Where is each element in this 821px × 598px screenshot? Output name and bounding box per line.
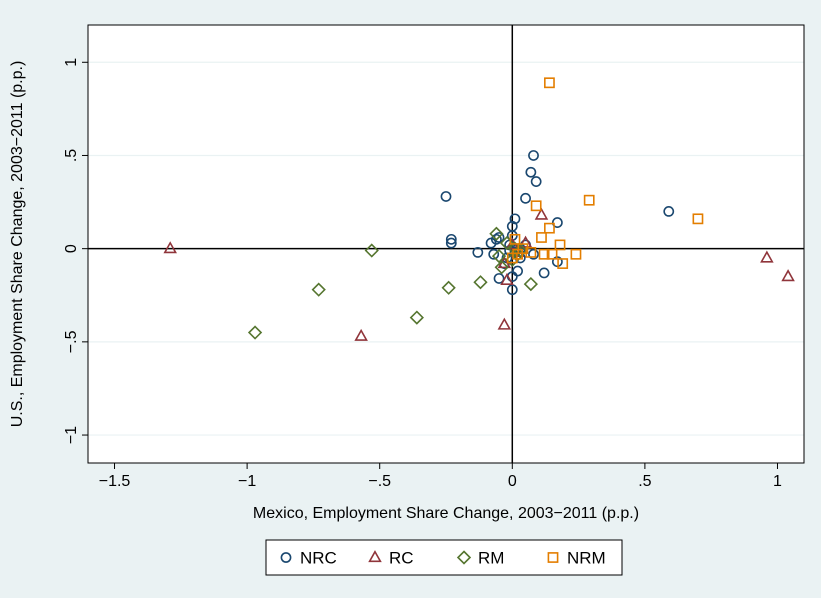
legend-label-nrm: NRM — [567, 549, 606, 568]
data-point-rm — [409, 310, 424, 325]
data-point-nrc — [440, 191, 452, 202]
data-point-rc — [497, 317, 512, 330]
x-axis-title: Mexico, Employment Share Change, 2003−20… — [253, 505, 639, 522]
data-point-rm — [247, 325, 263, 340]
data-point-nrc — [488, 248, 500, 260]
data-point-nrc — [506, 284, 518, 296]
data-point-rm — [364, 243, 379, 258]
data-point-nrc — [493, 273, 505, 284]
data-point-nrc — [528, 150, 539, 161]
data-point-nrm — [570, 248, 582, 260]
legend-marker-rc — [368, 550, 382, 563]
series-rm — [247, 226, 538, 340]
x-tick-label: −.5 — [368, 473, 391, 490]
data-point-nrm — [525, 246, 537, 258]
data-point-rc — [163, 241, 177, 254]
data-point-nrc — [538, 267, 550, 279]
x-tick-label: 1 — [773, 473, 782, 490]
data-point-rc — [534, 207, 549, 220]
plot-frame — [87, 24, 805, 464]
data-point-nrc — [663, 205, 675, 217]
data-point-nrc — [509, 213, 521, 225]
data-point-rc — [500, 272, 514, 285]
y-tick-label: −1 — [63, 426, 80, 444]
data-point-nrc — [445, 233, 457, 245]
x-tick-label: −1 — [238, 473, 256, 490]
legend: NRC RC RM NRM — [265, 539, 623, 576]
data-point-nrm — [554, 239, 566, 251]
data-point-nrm — [692, 213, 704, 225]
data-point-rm — [494, 260, 509, 275]
x-tick-label: 0 — [508, 473, 517, 490]
y-tick-label: .5 — [63, 149, 80, 162]
legend-marker-rm — [456, 550, 472, 565]
data-point-rc — [760, 250, 774, 263]
series-nrm — [506, 77, 704, 269]
y-tick-label: 0 — [63, 244, 80, 253]
data-point-rm — [513, 243, 528, 258]
data-point-nrm — [517, 243, 529, 255]
legend-label-nrc: NRC — [300, 549, 337, 568]
data-point-rm — [489, 226, 504, 241]
data-point-rm — [473, 275, 488, 290]
data-point-rm — [491, 248, 507, 264]
y-tick-label: −.5 — [63, 330, 80, 353]
data-point-rc — [518, 235, 533, 248]
data-point-nrm — [544, 77, 555, 89]
x-tick-label: .5 — [638, 473, 651, 490]
data-point-rm — [441, 280, 456, 295]
data-point-nrm — [557, 258, 569, 269]
data-point-rm — [311, 282, 326, 297]
data-point-nrm — [530, 200, 542, 212]
data-point-nrc — [512, 265, 523, 277]
data-point-nrm — [583, 194, 595, 206]
data-point-rm — [523, 276, 538, 292]
legend-marker-nrc — [280, 552, 292, 563]
data-point-rc — [781, 269, 795, 282]
data-point-rc — [354, 328, 368, 341]
data-point-nrm — [544, 222, 555, 234]
y-tick-label: 1 — [63, 58, 80, 67]
legend-label-rm: RM — [478, 549, 504, 568]
data-point-nrm — [538, 248, 550, 260]
data-point-nrc — [445, 237, 457, 249]
data-point-nrc — [528, 248, 539, 260]
axes: −1.5 −1 −.5 0 .5 1 −1 −.5 0 .5 1 — [63, 58, 782, 490]
grid-lines — [88, 61, 804, 436]
legend-box — [265, 539, 623, 576]
data-point-nrc — [472, 246, 484, 258]
data-point-nrc — [530, 176, 542, 187]
data-point-nrc — [490, 233, 502, 245]
data-point-nrm — [536, 232, 547, 243]
x-tick-label: −1.5 — [99, 473, 131, 490]
data-point-nrm — [546, 248, 558, 260]
legend-label-rc: RC — [389, 549, 414, 568]
data-points — [163, 77, 795, 341]
legend-marker-nrm — [547, 552, 559, 563]
data-point-nrc — [551, 217, 563, 228]
data-point-nrc — [520, 192, 531, 204]
data-point-nrm — [506, 252, 518, 264]
y-axis-title: U.S., Employment Share Change, 2003−2011… — [9, 61, 26, 428]
data-point-nrm — [509, 233, 521, 245]
data-point-nrc — [525, 166, 537, 178]
